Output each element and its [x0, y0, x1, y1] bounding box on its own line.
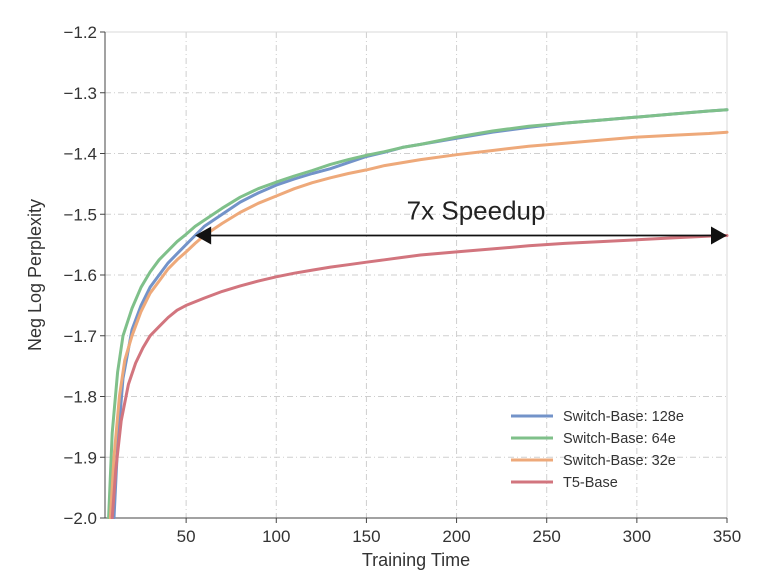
speedup-arrow-head-left — [195, 226, 212, 245]
x-tick-label: 350 — [713, 527, 741, 546]
series-lines — [107, 108, 729, 519]
series-line-1 — [107, 108, 729, 519]
y-tick-label: −1.2 — [63, 23, 97, 42]
tick-labels: 50 100 150 200 250 300 350 −2.0 −1.9 −1.8 −1.7 −1.6… — [63, 23, 741, 546]
x-tick-label: 50 — [177, 527, 196, 546]
x-tick-label: 100 — [262, 527, 290, 546]
legend-entry-0: Switch-Base: 128e — [563, 409, 684, 425]
speedup-arrow-head-right — [711, 226, 727, 245]
speedup-label: 7x Speedup — [407, 196, 546, 226]
series-line-2 — [108, 130, 729, 519]
x-tick-label: 300 — [623, 527, 651, 546]
x-tick-label: 250 — [533, 527, 561, 546]
legend-entry-3: T5-Base — [563, 475, 618, 491]
y-tick-label: −1.6 — [63, 266, 97, 285]
x-tick-label: 150 — [352, 527, 380, 546]
x-tick-label: 200 — [442, 527, 470, 546]
legend-entry-2: Switch-Base: 32e — [563, 453, 676, 469]
x-axis-label: Training Time — [362, 550, 470, 570]
axes — [100, 31, 728, 523]
legend: Switch-Base: 128e Switch-Base: 64e Switch-… — [511, 409, 684, 491]
annotation: 7x Speedup — [195, 196, 727, 245]
y-tick-label: −1.9 — [63, 448, 97, 467]
y-axis-label: Neg Log Perplexity — [25, 199, 45, 351]
y-tick-label: −1.5 — [63, 205, 97, 224]
y-tick-label: −1.7 — [63, 327, 97, 346]
series-line-3 — [110, 234, 729, 519]
legend-entry-1: Switch-Base: 64e — [563, 431, 676, 447]
y-tick-label: −1.4 — [63, 145, 97, 164]
y-tick-label: −1.8 — [63, 388, 97, 407]
y-tick-label: −2.0 — [63, 509, 97, 528]
y-tick-label: −1.3 — [63, 84, 97, 103]
